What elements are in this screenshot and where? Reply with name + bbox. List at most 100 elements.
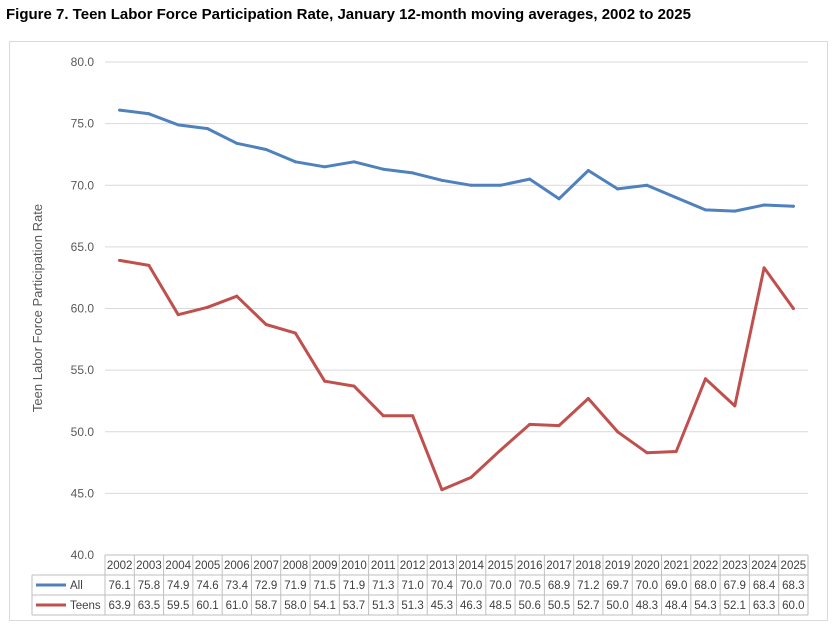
data-label: 58.7 [255, 600, 277, 612]
data-point-teens [235, 294, 239, 298]
data-point-all [586, 168, 590, 172]
data-label: 52.1 [724, 600, 746, 612]
data-point-all [762, 203, 766, 207]
data-label: 71.2 [577, 580, 599, 592]
data-label: 54.1 [313, 600, 335, 612]
data-point-teens [703, 377, 707, 381]
data-point-all [733, 209, 737, 213]
data-label: 70.4 [431, 580, 454, 592]
data-point-teens [411, 414, 415, 418]
data-point-teens [586, 396, 590, 400]
data-point-all [440, 178, 444, 182]
data-label: 69.0 [665, 580, 687, 592]
x-tick-label: 2020 [634, 560, 660, 572]
data-label: 60.0 [782, 600, 804, 612]
x-tick-label: 2009 [312, 560, 338, 572]
x-tick-label: 2014 [458, 560, 484, 572]
data-label: 67.9 [724, 580, 746, 592]
data-point-all [147, 112, 151, 116]
data-point-teens [206, 305, 210, 309]
series-line-teens [118, 258, 795, 492]
data-point-all [352, 160, 356, 164]
data-point-all [703, 208, 707, 212]
x-tick-label: 2008 [283, 560, 309, 572]
x-tick-label: 2016 [517, 560, 543, 572]
data-label: 48.3 [636, 600, 658, 612]
legend-label-all: All [70, 580, 83, 592]
data-label: 75.8 [138, 580, 160, 592]
data-label: 73.4 [226, 580, 249, 592]
data-label: 53.7 [343, 600, 365, 612]
data-label: 72.9 [255, 580, 277, 592]
data-label: 63.3 [753, 600, 775, 612]
x-tick-label: 2002 [107, 560, 133, 572]
gridlines [105, 61, 808, 556]
data-point-teens [498, 448, 502, 452]
data-label: 68.3 [782, 580, 804, 592]
data-point-all [557, 197, 561, 201]
data-label: 50.0 [606, 600, 628, 612]
data-point-all [674, 196, 678, 200]
data-label: 74.6 [196, 580, 218, 592]
data-label: 68.0 [694, 580, 716, 592]
data-label: 58.0 [284, 600, 306, 612]
data-point-teens [176, 313, 180, 317]
data-point-all [498, 183, 502, 187]
x-tick-label: 2015 [488, 560, 514, 572]
data-point-teens [147, 263, 151, 267]
x-tick-label: 2025 [781, 560, 807, 572]
x-tick-label: 2012 [400, 560, 426, 572]
data-label: 70.0 [460, 580, 482, 592]
series-lines [118, 108, 795, 492]
data-point-all [791, 204, 795, 208]
data-point-teens [118, 258, 122, 262]
y-tick-label: 50.0 [71, 425, 95, 439]
data-point-all [528, 177, 532, 181]
data-label: 68.9 [548, 580, 570, 592]
data-label: 52.7 [577, 600, 599, 612]
data-label: 70.5 [519, 580, 541, 592]
data-point-teens [557, 424, 561, 428]
x-tick-label: 2003 [136, 560, 162, 572]
data-label: 63.5 [138, 600, 160, 612]
data-point-all [293, 160, 297, 164]
data-label: 68.4 [753, 580, 776, 592]
legend-label-teens: Teens [70, 600, 101, 612]
data-point-teens [469, 475, 473, 479]
data-point-all [616, 187, 620, 191]
x-tick-label: 2017 [546, 560, 572, 572]
data-label: 60.1 [196, 600, 218, 612]
data-point-teens [293, 331, 297, 335]
data-point-all [206, 127, 210, 131]
data-point-all [645, 183, 649, 187]
x-tick-label: 2004 [165, 560, 191, 572]
y-tick-label: 40.0 [71, 548, 95, 562]
x-tick-label: 2019 [605, 560, 631, 572]
chart-area [9, 41, 828, 621]
y-tick-label: 65.0 [71, 240, 95, 254]
data-label: 51.3 [372, 600, 394, 612]
y-tick-label: 80.0 [71, 55, 95, 69]
y-axis-label: Teen Labor Force Participation Rate [30, 204, 45, 412]
data-point-teens [674, 449, 678, 453]
y-tick-label: 45.0 [71, 486, 95, 500]
x-tick-label: 2006 [224, 560, 250, 572]
data-point-teens [762, 266, 766, 270]
x-tick-label: 2024 [751, 560, 777, 572]
figure-title: Figure 7. Teen Labor Force Participation… [6, 6, 691, 23]
data-point-all [118, 108, 122, 112]
data-label: 69.7 [606, 580, 628, 592]
x-tick-label: 2023 [722, 560, 748, 572]
data-point-teens [528, 422, 532, 426]
data-label: 71.5 [313, 580, 335, 592]
x-tick-label: 2018 [576, 560, 602, 572]
data-label: 61.0 [226, 600, 248, 612]
y-axis-ticks: 40.0 45.0 50.0 55.0 60.0 65.0 70.0 75.0 80.0 [71, 55, 95, 562]
data-label: 48.4 [665, 600, 688, 612]
data-point-all [235, 141, 239, 145]
data-point-teens [264, 323, 268, 327]
data-point-teens [733, 404, 737, 408]
data-label: 74.9 [167, 580, 189, 592]
data-point-all [323, 165, 327, 169]
